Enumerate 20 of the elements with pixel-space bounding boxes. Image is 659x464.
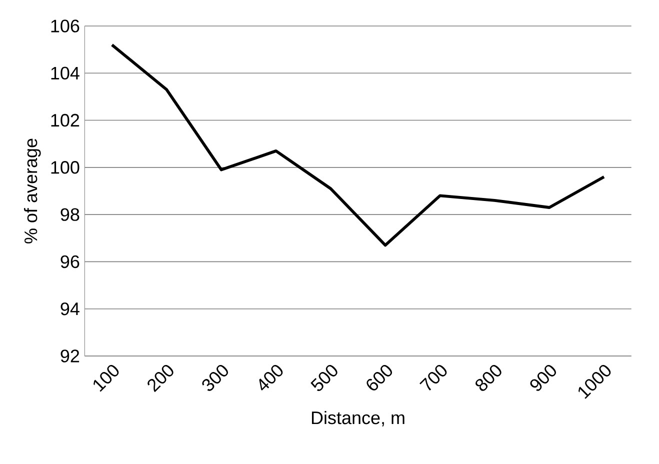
x-tick-label: 500 — [310, 364, 338, 391]
x-tick-label: 600 — [366, 364, 392, 390]
y-axis-title: % of average — [24, 138, 41, 244]
y-tick-label: 92 — [60, 350, 80, 362]
y-tick-label: 102 — [51, 114, 80, 127]
y-tick-label: 96 — [60, 255, 80, 268]
x-tick-label: 900 — [530, 364, 556, 391]
x-axis-title: Distance, m — [312, 410, 404, 426]
y-tick-label: 106 — [51, 20, 80, 32]
y-tick-label: 104 — [51, 66, 80, 80]
y-tick-label: 98 — [60, 208, 80, 221]
line-series — [110, 43, 606, 247]
x-tick-label: 700 — [420, 364, 447, 391]
y-tick-label: 94 — [60, 302, 80, 316]
x-tick-label: 200 — [148, 364, 174, 392]
x-tick-label: 400 — [259, 364, 283, 391]
y-tick-label: 100 — [51, 161, 80, 174]
x-tick-label: 100 — [94, 364, 119, 392]
x-tick-label: 300 — [202, 364, 228, 391]
x-tick-label: 800 — [476, 364, 502, 391]
